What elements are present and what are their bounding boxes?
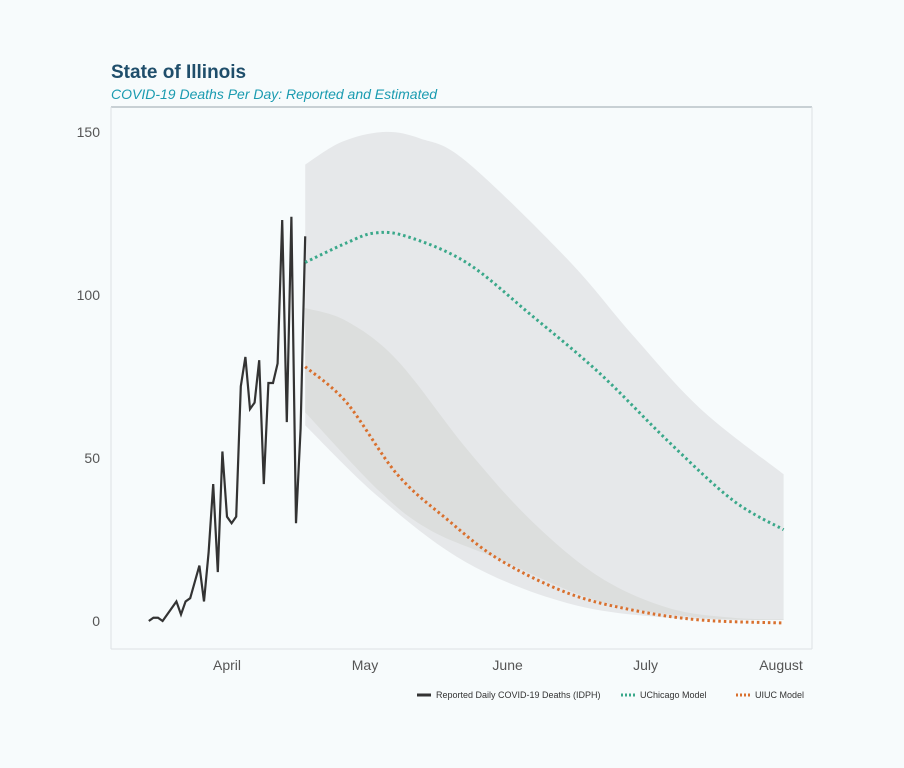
uchicago-model-line	[304, 230, 785, 532]
legend-uchicago-label: UChicago Model	[640, 690, 707, 700]
uiuc-model-line	[304, 365, 784, 625]
legend-reported-label: Reported Daily COVID-19 Deaths (IDPH)	[436, 690, 601, 700]
reported-deaths-line	[148, 216, 307, 623]
legend-uiuc-label: UIUC Model	[755, 690, 804, 700]
y-tick-label: 150	[77, 124, 101, 140]
y-tick-label: 0	[92, 613, 100, 629]
chart-subtitle: COVID-19 Deaths Per Day: Reported and Es…	[111, 86, 438, 102]
x-tick-label: May	[352, 657, 378, 673]
x-tick-label: August	[759, 657, 803, 673]
x-tick-label: April	[213, 657, 241, 673]
chart-title: State of Illinois	[111, 62, 247, 83]
x-tick-label: June	[492, 657, 523, 673]
x-tick-label: July	[633, 657, 658, 673]
uiuc-confidence-band	[305, 308, 784, 621]
y-tick-label: 100	[77, 287, 101, 303]
y-tick-label: 50	[84, 450, 100, 466]
